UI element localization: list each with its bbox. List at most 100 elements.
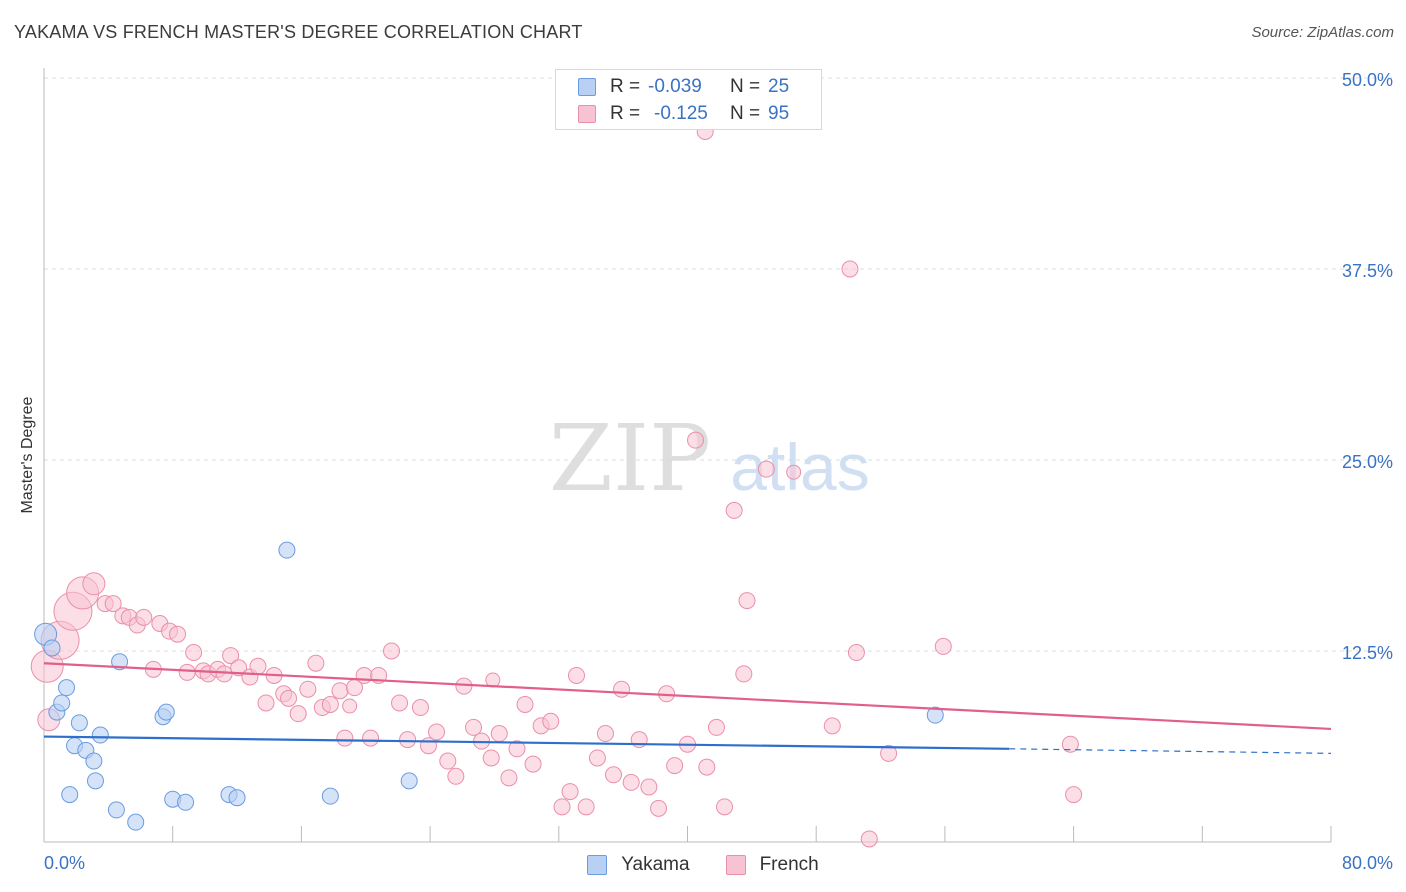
- french-point: [786, 464, 802, 480]
- legend-item-yakama[interactable]: Yakama: [587, 854, 690, 876]
- yakama-point: [107, 801, 125, 819]
- y-tick-label: 25.0%: [1342, 452, 1393, 472]
- french-point: [439, 752, 457, 770]
- french-point: [342, 698, 358, 714]
- french-point: [613, 680, 631, 698]
- french-point: [382, 642, 400, 660]
- french-point: [934, 637, 952, 655]
- r-label: R =: [610, 103, 641, 124]
- yakama-point: [157, 703, 175, 721]
- french-point: [428, 723, 446, 741]
- french-point: [399, 731, 417, 749]
- french-point: [1065, 786, 1083, 804]
- watermark-zip: ZIP: [549, 405, 711, 512]
- yakama-point: [91, 726, 109, 744]
- yakama-point: [278, 541, 296, 559]
- french-point: [716, 798, 734, 816]
- yakama-point: [43, 639, 61, 657]
- r-value: -0.039: [648, 76, 702, 97]
- french-point: [1061, 735, 1079, 753]
- watermark-atlas: atlas: [730, 430, 869, 504]
- french-point: [331, 682, 349, 700]
- x-tick-label: 0.0%: [44, 853, 85, 873]
- yakama-point: [70, 714, 88, 732]
- yakama-swatch: [587, 855, 608, 875]
- french-point: [738, 592, 756, 610]
- french-point: [82, 572, 106, 596]
- french-point: [447, 767, 465, 785]
- yakama-trend-extension: [1009, 748, 1332, 754]
- x-tick-label: 80.0%: [1342, 853, 1393, 873]
- french-point: [490, 725, 508, 743]
- yakama-point: [61, 786, 79, 804]
- yakama-point: [85, 752, 103, 770]
- french-point: [500, 769, 518, 787]
- legend-row-french: R = -0.125 N = 95: [578, 102, 789, 126]
- french-point: [355, 666, 373, 684]
- french-swatch: [578, 105, 596, 123]
- french-point: [185, 644, 203, 662]
- french-point: [289, 705, 307, 723]
- n-value: 95: [768, 103, 790, 124]
- french-point: [880, 744, 898, 762]
- french-point: [561, 783, 579, 801]
- french-point: [725, 501, 743, 519]
- french-point: [524, 755, 542, 773]
- french-point: [698, 758, 716, 776]
- french-point: [841, 260, 859, 278]
- french-point: [230, 659, 248, 677]
- french-point: [249, 657, 267, 675]
- yakama-point: [228, 789, 246, 807]
- french-point: [687, 431, 705, 449]
- french-point: [482, 749, 500, 767]
- chart-title: YAKAMA VS FRENCH MASTER'S DEGREE CORRELA…: [14, 22, 583, 42]
- french-point: [757, 460, 775, 478]
- trend-lines: [43, 662, 1332, 754]
- axes: [43, 68, 1332, 843]
- french-swatch: [725, 855, 746, 875]
- n-label: N =: [730, 76, 761, 97]
- yakama-point: [111, 653, 129, 671]
- n-value: 25: [768, 76, 790, 97]
- french-point: [299, 680, 317, 698]
- yakama-point: [53, 694, 71, 712]
- french-point: [280, 689, 298, 707]
- y-tick-label: 12.5%: [1342, 643, 1393, 663]
- french-point: [362, 729, 380, 747]
- french-point: [391, 694, 409, 712]
- y-tick-label: 50.0%: [1342, 70, 1393, 90]
- french-point: [577, 798, 595, 816]
- y-tick-label: 37.5%: [1342, 261, 1393, 281]
- french-point: [847, 644, 865, 662]
- french-point: [622, 773, 640, 791]
- french-point: [508, 740, 526, 758]
- yakama-point: [127, 813, 145, 831]
- french-point: [465, 718, 483, 736]
- french-point: [336, 729, 354, 747]
- french-point: [307, 654, 325, 672]
- yakama-point: [58, 679, 76, 697]
- yakama-point: [321, 787, 339, 805]
- french-point: [666, 757, 684, 775]
- french-trend-line: [43, 662, 1332, 731]
- legend-label: French: [759, 854, 819, 875]
- french-point: [588, 749, 606, 767]
- french-point: [411, 699, 429, 717]
- french-point: [650, 799, 668, 817]
- legend-label: Yakama: [621, 854, 690, 875]
- french-point: [222, 647, 240, 665]
- french-point: [735, 665, 753, 683]
- french-point: [604, 766, 622, 784]
- yakama-trend-line: [43, 735, 1010, 750]
- n-label: N =: [730, 103, 761, 124]
- yakama-point: [177, 793, 195, 811]
- legend-item-french[interactable]: French: [725, 854, 819, 876]
- french-point: [135, 608, 153, 626]
- french-point: [169, 625, 187, 643]
- r-label: R =: [610, 76, 641, 97]
- gridlines: [44, 77, 1395, 652]
- yakama-swatch: [578, 78, 596, 96]
- french-point: [860, 830, 878, 848]
- french-point: [707, 718, 725, 736]
